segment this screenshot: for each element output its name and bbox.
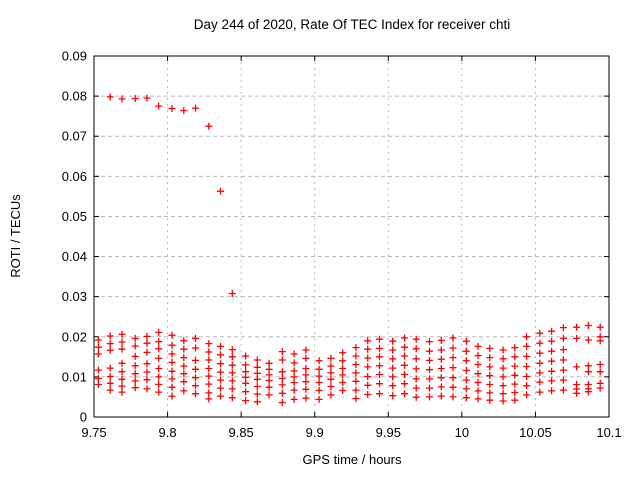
x-tick-label: 9.9 <box>306 425 324 440</box>
chart-title: Day 244 of 2020, Rate Of TEC Index for r… <box>194 17 510 32</box>
plot-border <box>93 55 610 418</box>
y-tick-label: 0.03 <box>62 289 87 304</box>
axis-tick-labels: 9.75 9.8 9.85 9.9 9.95 10 10.05 10.1 0 0.01 0.02 0.… <box>62 49 622 441</box>
x-tick-label: 9.95 <box>376 425 401 440</box>
x-tick-label: 10.1 <box>596 425 621 440</box>
y-tick-label: 0.08 <box>62 89 87 104</box>
y-axis-label: ROTI / TECUs <box>8 194 23 278</box>
y-tick-label: 0.04 <box>62 249 87 264</box>
x-tick-label: 9.85 <box>228 425 253 440</box>
plot-border-box <box>93 55 610 418</box>
y-tick-label: 0.06 <box>62 169 87 184</box>
data-points <box>94 93 604 407</box>
y-tick-label: 0.02 <box>62 329 87 344</box>
y-tick-label: 0 <box>80 410 87 425</box>
x-axis-label: GPS time / hours <box>303 452 402 467</box>
y-tick-label: 0.09 <box>62 49 87 64</box>
axis-ticks <box>93 55 610 418</box>
y-tick-label: 0.05 <box>62 209 87 224</box>
x-tick-label: 10.05 <box>519 425 552 440</box>
x-tick-label: 10 <box>455 425 469 440</box>
plus-markers <box>94 93 604 407</box>
x-tick-label: 9.8 <box>159 425 177 440</box>
y-tick-label: 0.01 <box>62 369 87 384</box>
x-tick-label: 9.75 <box>81 425 106 440</box>
y-tick-label: 0.07 <box>62 129 87 144</box>
